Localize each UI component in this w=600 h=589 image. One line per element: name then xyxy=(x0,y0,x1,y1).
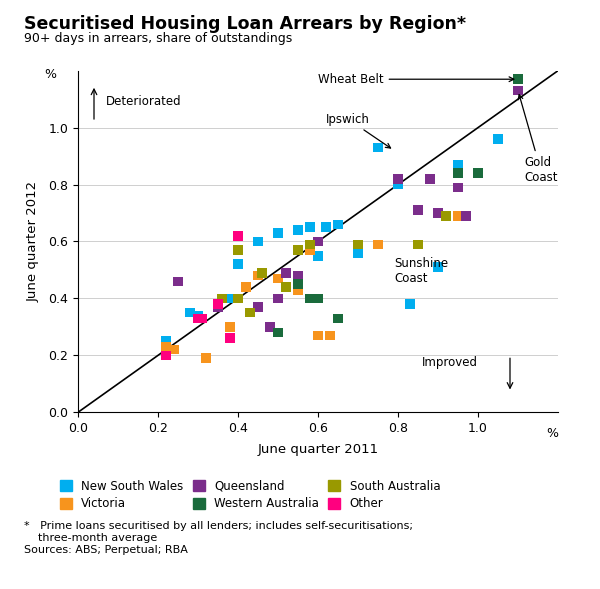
Western Australia xyxy=(313,294,323,303)
Queensland xyxy=(513,86,523,95)
New South Wales xyxy=(273,229,283,238)
Queensland xyxy=(265,322,275,332)
Victoria xyxy=(169,345,179,355)
New South Wales xyxy=(393,180,403,189)
Western Australia xyxy=(513,75,523,84)
Victoria xyxy=(161,342,171,352)
South Australia xyxy=(233,294,243,303)
Victoria xyxy=(305,246,315,255)
South Australia xyxy=(441,211,451,221)
Other xyxy=(193,313,203,323)
Victoria xyxy=(293,285,303,294)
South Australia xyxy=(245,308,255,317)
Text: three-month average: three-month average xyxy=(24,533,157,543)
New South Wales xyxy=(193,311,203,320)
Queensland xyxy=(293,271,303,280)
Text: Wheat Belt: Wheat Belt xyxy=(318,72,514,86)
Queensland xyxy=(425,174,435,184)
New South Wales xyxy=(353,248,363,257)
Text: Sunshine
Coast: Sunshine Coast xyxy=(394,257,448,285)
Y-axis label: June quarter 2012: June quarter 2012 xyxy=(27,181,40,302)
Western Australia xyxy=(453,168,463,178)
Western Australia xyxy=(293,280,303,289)
New South Wales xyxy=(233,260,243,269)
Queensland xyxy=(233,294,243,303)
New South Wales xyxy=(493,134,503,144)
Queensland xyxy=(433,209,443,218)
South Australia xyxy=(257,268,267,277)
New South Wales xyxy=(253,237,263,246)
South Australia xyxy=(233,246,243,255)
Western Australia xyxy=(333,313,343,323)
Text: %: % xyxy=(44,68,56,81)
Other xyxy=(197,313,207,323)
Western Australia xyxy=(305,294,315,303)
Queensland xyxy=(453,183,463,192)
Other xyxy=(225,333,235,343)
Text: Improved: Improved xyxy=(422,356,478,369)
Victoria xyxy=(281,282,291,292)
Other xyxy=(161,350,171,360)
Queensland xyxy=(213,302,223,312)
Text: Securitised Housing Loan Arrears by Region*: Securitised Housing Loan Arrears by Regi… xyxy=(24,15,466,33)
South Australia xyxy=(353,240,363,249)
Victoria xyxy=(225,322,235,332)
New South Wales xyxy=(225,294,235,303)
New South Wales xyxy=(433,263,443,272)
South Australia xyxy=(305,240,315,249)
Other xyxy=(233,231,243,240)
Text: %: % xyxy=(546,427,558,440)
New South Wales xyxy=(185,308,195,317)
X-axis label: June quarter 2011: June quarter 2011 xyxy=(257,444,379,456)
New South Wales xyxy=(293,226,303,235)
New South Wales xyxy=(313,251,323,260)
New South Wales xyxy=(405,299,415,309)
New South Wales xyxy=(453,160,463,170)
New South Wales xyxy=(373,143,383,153)
Text: 90+ days in arrears, share of outstandings: 90+ days in arrears, share of outstandin… xyxy=(24,32,292,45)
South Australia xyxy=(293,246,303,255)
Queensland xyxy=(413,206,423,215)
Queensland xyxy=(273,294,283,303)
Victoria xyxy=(453,211,463,221)
New South Wales xyxy=(333,220,343,229)
Queensland xyxy=(253,302,263,312)
Victoria xyxy=(201,353,211,363)
Queensland xyxy=(281,268,291,277)
South Australia xyxy=(413,240,423,249)
New South Wales xyxy=(161,336,171,346)
South Australia xyxy=(281,282,291,292)
Text: *   Prime loans securitised by all lenders; includes self-securitisations;: * Prime loans securitised by all lenders… xyxy=(24,521,413,531)
Victoria xyxy=(253,271,263,280)
South Australia xyxy=(217,294,227,303)
Western Australia xyxy=(273,328,283,337)
Victoria xyxy=(413,240,423,249)
Text: Ipswich: Ipswich xyxy=(326,112,391,148)
Queensland xyxy=(393,174,403,184)
Text: Deteriorated: Deteriorated xyxy=(106,95,182,108)
Victoria xyxy=(241,282,251,292)
Other xyxy=(213,299,223,309)
Text: Gold
Coast: Gold Coast xyxy=(518,95,557,184)
Victoria xyxy=(373,240,383,249)
New South Wales xyxy=(305,223,315,232)
Victoria xyxy=(325,331,335,340)
Victoria xyxy=(273,274,283,283)
Queensland xyxy=(313,237,323,246)
Queensland xyxy=(173,277,183,286)
Text: Sources: ABS; Perpetual; RBA: Sources: ABS; Perpetual; RBA xyxy=(24,545,188,555)
New South Wales xyxy=(321,223,331,232)
Queensland xyxy=(461,211,471,221)
Victoria xyxy=(313,331,323,340)
Legend: New South Wales, Victoria, Queensland, Western Australia, South Australia, Other: New South Wales, Victoria, Queensland, W… xyxy=(60,479,440,511)
Western Australia xyxy=(473,168,483,178)
